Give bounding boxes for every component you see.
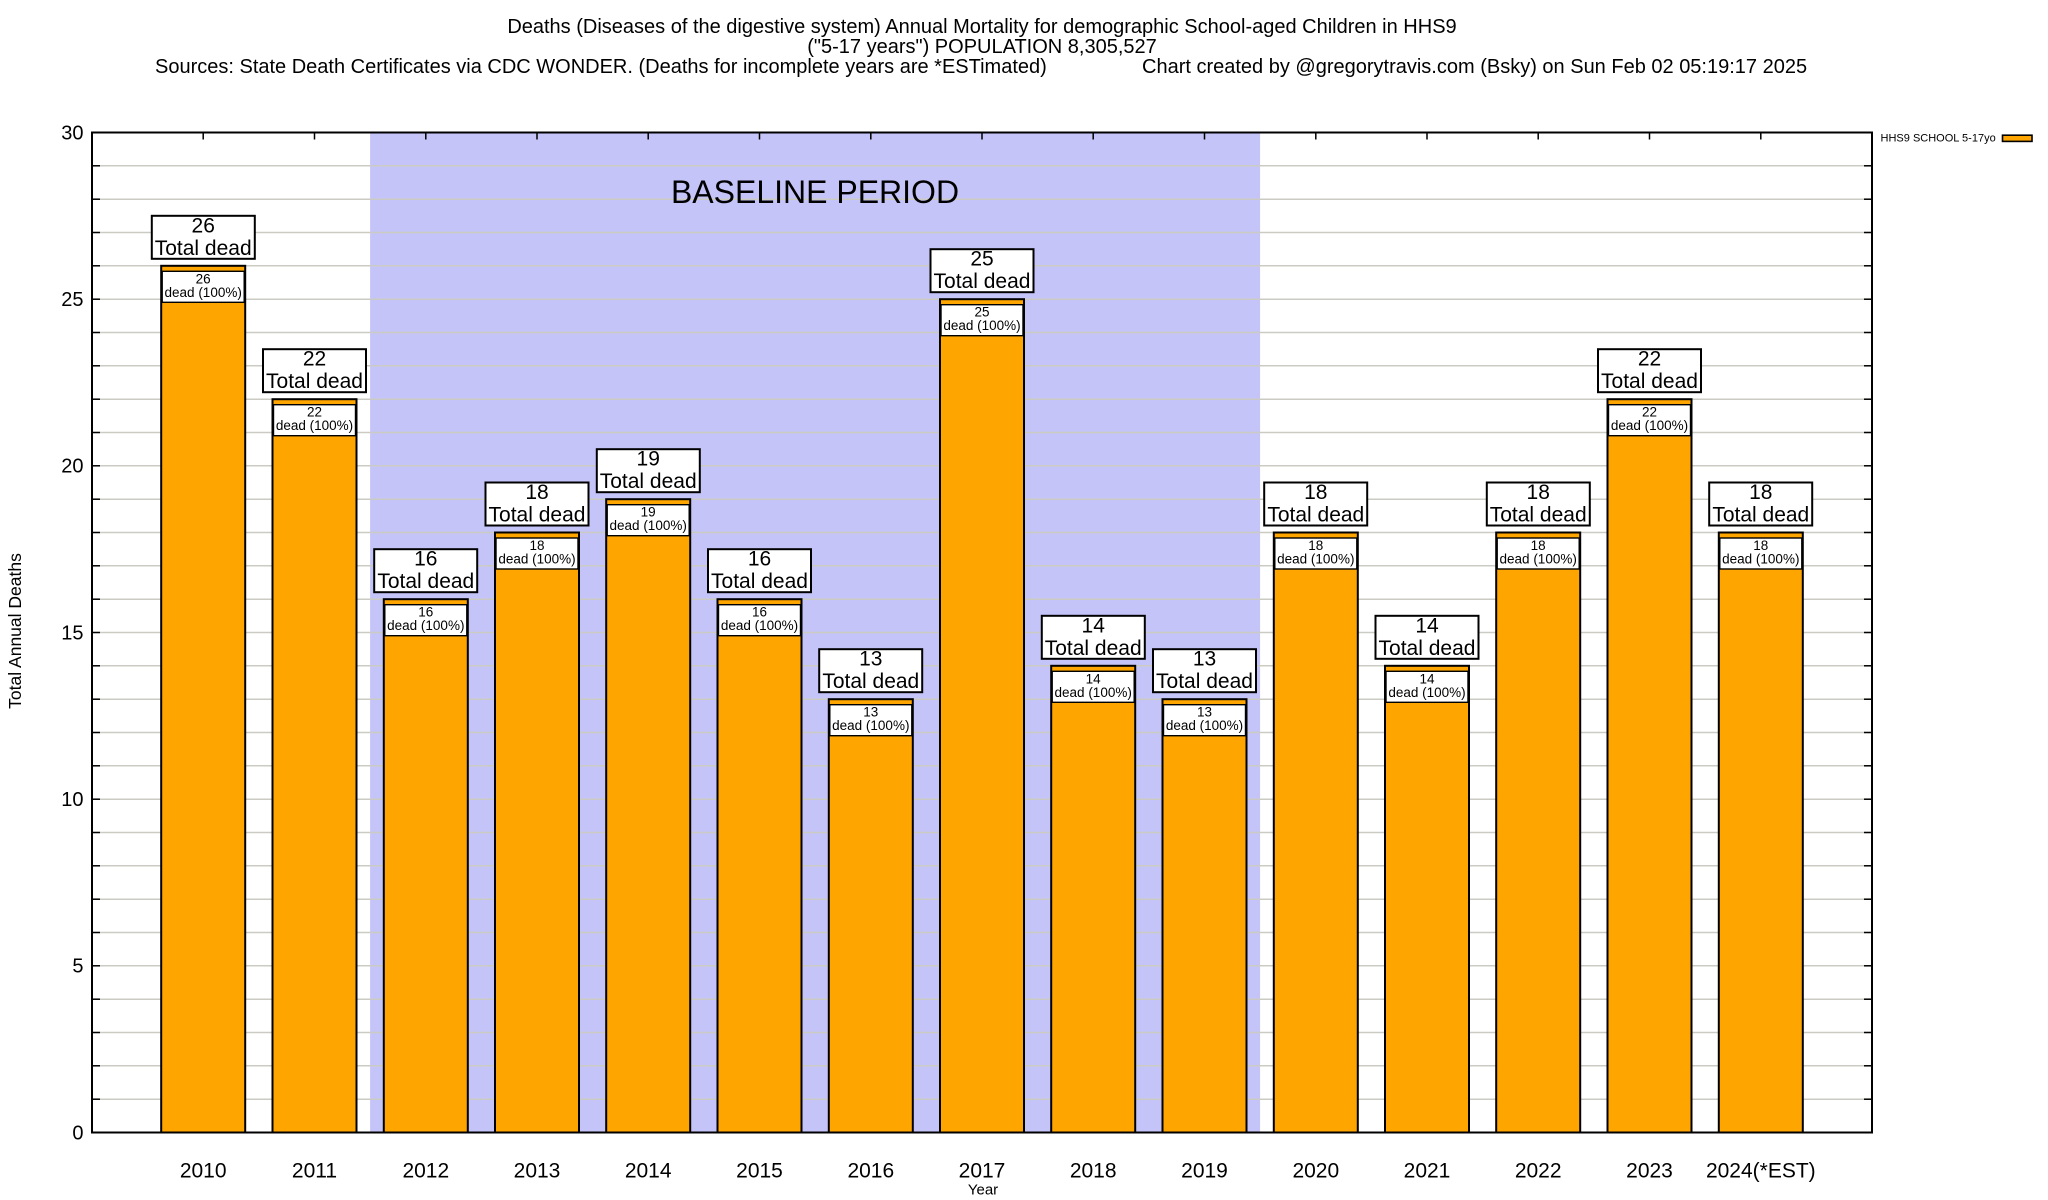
svg-text:Total dead: Total dead	[1045, 637, 1142, 660]
svg-text:Total dead: Total dead	[266, 370, 363, 393]
svg-text:2015: 2015	[736, 1160, 783, 1183]
svg-text:2011: 2011	[292, 1160, 337, 1183]
svg-text:2024(*EST): 2024(*EST)	[1706, 1160, 1816, 1183]
svg-text:dead (100%): dead (100%)	[1277, 552, 1354, 567]
svg-text:25: 25	[61, 289, 83, 311]
svg-text:2021: 2021	[1404, 1160, 1451, 1183]
svg-text:18: 18	[1308, 538, 1323, 553]
svg-text:Total Annual Deaths: Total Annual Deaths	[5, 553, 25, 709]
svg-text:18: 18	[1304, 481, 1327, 504]
svg-text:Total dead: Total dead	[1156, 670, 1253, 693]
svg-text:2018: 2018	[1070, 1160, 1117, 1183]
svg-text:Chart created by @gregorytravi: Chart created by @gregorytravis.com (Bsk…	[1142, 56, 1807, 78]
svg-text:Total dead: Total dead	[600, 470, 697, 493]
svg-text:Total dead: Total dead	[1712, 504, 1809, 527]
svg-text:2016: 2016	[847, 1160, 894, 1183]
svg-text:dead (100%): dead (100%)	[1388, 685, 1465, 700]
svg-text:16: 16	[414, 548, 437, 571]
svg-text:22: 22	[307, 405, 322, 420]
svg-text:22: 22	[1642, 405, 1657, 420]
svg-text:Total dead: Total dead	[822, 670, 919, 693]
svg-text:26: 26	[196, 271, 211, 286]
svg-text:2020: 2020	[1292, 1160, 1339, 1183]
svg-text:2023: 2023	[1626, 1160, 1673, 1183]
svg-text:13: 13	[1193, 648, 1216, 671]
svg-text:18: 18	[529, 538, 544, 553]
svg-text:dead (100%): dead (100%)	[498, 552, 575, 567]
svg-text:Total dead: Total dead	[1601, 370, 1698, 393]
svg-text:14: 14	[1082, 614, 1106, 637]
svg-text:dead (100%): dead (100%)	[276, 418, 353, 433]
svg-text:14: 14	[1086, 671, 1102, 686]
svg-text:15: 15	[61, 622, 83, 644]
svg-text:("5-17 years") POPULATION 8,30: ("5-17 years") POPULATION 8,305,527	[807, 36, 1157, 58]
svg-text:18: 18	[525, 481, 548, 504]
svg-text:Year: Year	[968, 1182, 998, 1199]
svg-text:26: 26	[192, 214, 215, 237]
svg-text:2022: 2022	[1515, 1160, 1562, 1183]
svg-text:Total dead: Total dead	[155, 237, 252, 260]
svg-text:dead (100%): dead (100%)	[943, 318, 1020, 333]
svg-text:HHS9 SCHOOL 5-17yo: HHS9 SCHOOL 5-17yo	[1881, 132, 1996, 144]
svg-text:14: 14	[1415, 614, 1439, 637]
svg-text:16: 16	[748, 548, 771, 571]
svg-text:2017: 2017	[959, 1160, 1006, 1183]
svg-text:13: 13	[859, 648, 882, 671]
svg-text:14: 14	[1419, 671, 1435, 686]
svg-text:dead (100%): dead (100%)	[1611, 418, 1688, 433]
svg-text:18: 18	[1753, 538, 1768, 553]
svg-text:dead (100%): dead (100%)	[832, 718, 909, 733]
svg-text:18: 18	[1749, 481, 1772, 504]
svg-text:2014: 2014	[625, 1160, 672, 1183]
svg-text:25: 25	[974, 305, 989, 320]
svg-text:2019: 2019	[1181, 1160, 1228, 1183]
svg-text:BASELINE PERIOD: BASELINE PERIOD	[671, 174, 959, 210]
svg-text:dead (100%): dead (100%)	[387, 618, 464, 633]
svg-text:0: 0	[72, 1122, 83, 1144]
svg-text:16: 16	[752, 605, 767, 620]
svg-text:13: 13	[1197, 705, 1212, 720]
svg-text:18: 18	[1531, 538, 1546, 553]
svg-text:dead (100%): dead (100%)	[1055, 685, 1132, 700]
svg-text:Total dead: Total dead	[489, 504, 586, 527]
svg-text:dead (100%): dead (100%)	[721, 618, 798, 633]
svg-text:dead (100%): dead (100%)	[1500, 552, 1577, 567]
svg-text:Total dead: Total dead	[1490, 504, 1587, 527]
svg-text:Total dead: Total dead	[1267, 504, 1364, 527]
svg-text:2013: 2013	[514, 1160, 561, 1183]
svg-text:dead (100%): dead (100%)	[1722, 552, 1799, 567]
svg-text:2010: 2010	[180, 1160, 227, 1183]
svg-text:Sources: State Death Certifica: Sources: State Death Certificates via CD…	[155, 56, 1047, 78]
svg-text:20: 20	[61, 456, 83, 478]
svg-text:Total dead: Total dead	[1379, 637, 1476, 660]
svg-text:Deaths (Diseases of the digest: Deaths (Diseases of the digestive system…	[507, 16, 1456, 38]
svg-text:22: 22	[303, 348, 326, 371]
svg-text:30: 30	[61, 122, 83, 144]
svg-text:16: 16	[418, 605, 433, 620]
svg-text:dead (100%): dead (100%)	[1166, 718, 1243, 733]
svg-text:25: 25	[970, 248, 993, 271]
svg-text:Total dead: Total dead	[377, 570, 474, 593]
svg-text:19: 19	[641, 505, 656, 520]
svg-text:2012: 2012	[402, 1160, 449, 1183]
svg-text:19: 19	[637, 448, 660, 471]
svg-text:18: 18	[1527, 481, 1550, 504]
svg-text:5: 5	[72, 956, 83, 978]
svg-text:10: 10	[61, 789, 83, 811]
svg-text:13: 13	[863, 705, 878, 720]
svg-text:22: 22	[1638, 348, 1661, 371]
svg-text:Total dead: Total dead	[934, 270, 1031, 293]
svg-text:dead (100%): dead (100%)	[610, 518, 687, 533]
svg-text:Total dead: Total dead	[711, 570, 808, 593]
svg-text:dead (100%): dead (100%)	[165, 285, 242, 300]
